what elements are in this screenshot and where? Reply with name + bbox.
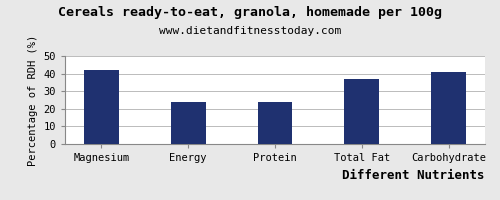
Bar [171, 102, 205, 144]
Bar [258, 102, 292, 144]
Text: www.dietandfitnesstoday.com: www.dietandfitnesstoday.com [159, 26, 341, 36]
X-axis label: Different Nutrients: Different Nutrients [342, 169, 485, 182]
Bar [344, 79, 379, 144]
Text: Cereals ready-to-eat, granola, homemade per 100g: Cereals ready-to-eat, granola, homemade … [58, 6, 442, 19]
Bar [431, 72, 466, 144]
Y-axis label: Percentage of RDH (%): Percentage of RDH (%) [28, 34, 38, 166]
Bar [84, 70, 119, 144]
